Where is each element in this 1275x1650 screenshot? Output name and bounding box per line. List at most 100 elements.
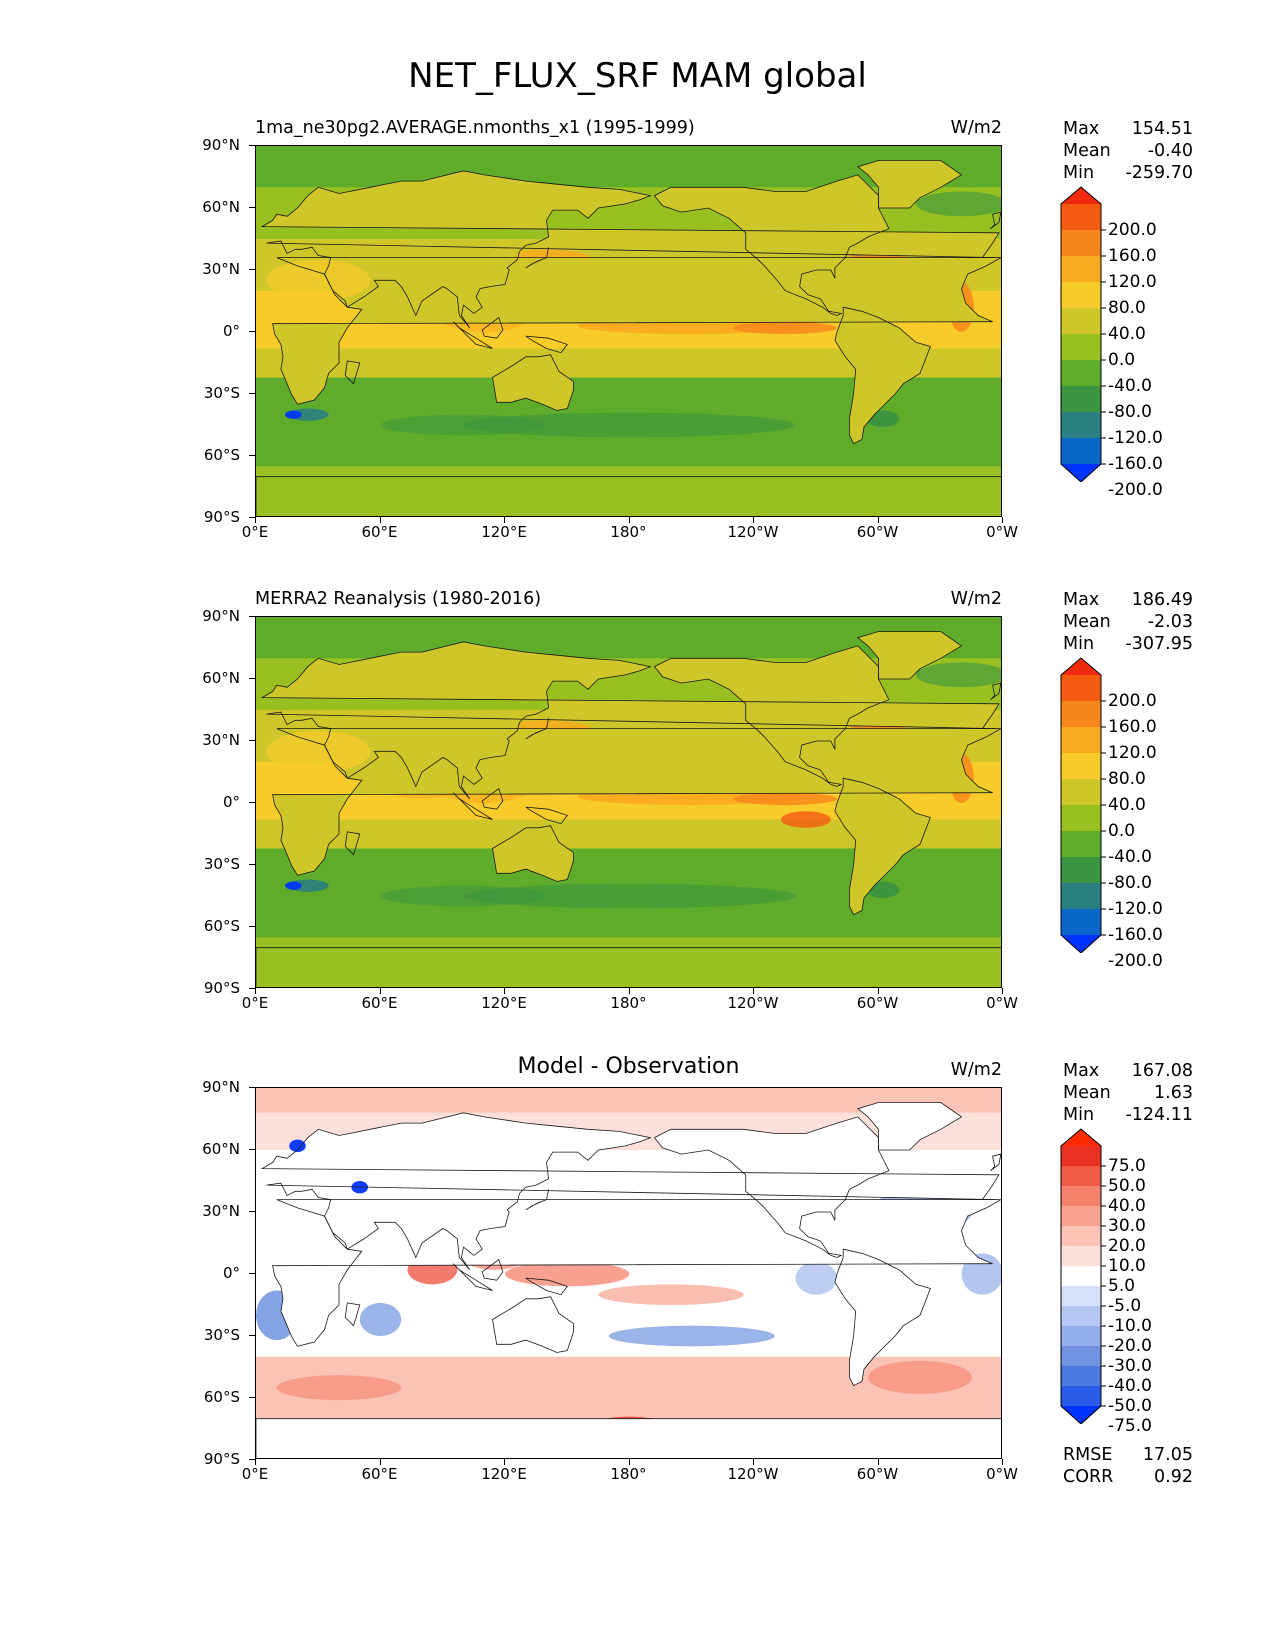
- colorbar-cell: [1061, 727, 1101, 754]
- coastline: [344, 831, 361, 856]
- colorbar-label: 160.0: [1108, 717, 1157, 737]
- colorbar-label: -50.0: [1108, 1396, 1152, 1416]
- x-tick-mark: [379, 988, 381, 994]
- y-tick-mark: [249, 517, 255, 519]
- y-tick-label: 30°S: [203, 855, 240, 873]
- y-tick-label: 90°N: [202, 136, 240, 154]
- colorbar-label: -75.0: [1108, 1416, 1152, 1436]
- x-tick-mark: [504, 517, 506, 523]
- y-tick-mark: [249, 1459, 255, 1461]
- x-tick-mark: [753, 988, 755, 994]
- colorbar-cell: [1061, 438, 1101, 465]
- colorbar-cell: [1061, 1206, 1101, 1227]
- y-tick-label: 90°S: [203, 1450, 240, 1468]
- colorbar-cell: [1061, 1226, 1101, 1247]
- colorbar-label: -80.0: [1108, 402, 1152, 422]
- field-anomaly: [285, 881, 302, 890]
- colorbar-cell: [1061, 1366, 1101, 1387]
- colorbar-label: -40.0: [1108, 376, 1152, 396]
- min-value: -259.70: [1125, 163, 1193, 183]
- colorbar-cell: [1061, 360, 1101, 387]
- x-tick-label: 120°E: [481, 523, 527, 541]
- colorbar-label: -10.0: [1108, 1316, 1152, 1336]
- land-fill: [834, 778, 931, 915]
- coastline: [481, 316, 504, 339]
- error-stats: RMSE 17.05 CORR 0.92: [1063, 1444, 1193, 1488]
- land-fill: [262, 170, 999, 328]
- colorbar-label: 160.0: [1108, 246, 1157, 266]
- units-label: W/m2: [950, 589, 1002, 609]
- x-tick-label: 0°E: [241, 1465, 269, 1483]
- max-value: 167.08: [1131, 1061, 1193, 1081]
- colorbar-label: 10.0: [1108, 1256, 1146, 1276]
- coastline: [525, 247, 549, 269]
- model-map: [255, 145, 1002, 517]
- x-tick-label: 60°W: [856, 1465, 899, 1483]
- colorbar-cell: [1061, 883, 1101, 910]
- field-anomaly: [463, 412, 796, 438]
- x-tick-label: 60°W: [856, 523, 899, 541]
- colorbar: [1060, 186, 1106, 482]
- colorbar-label: 40.0: [1108, 795, 1146, 815]
- land-fill: [834, 307, 931, 444]
- max-value: 154.51: [1131, 119, 1193, 139]
- coastline: [525, 806, 568, 825]
- colorbar-cell: [1061, 1146, 1101, 1167]
- x-tick-label: 0°W: [986, 1465, 1018, 1483]
- coastline: [272, 728, 1001, 876]
- colorbar-label: -120.0: [1108, 899, 1163, 919]
- coastline: [452, 321, 493, 349]
- colorbar-label: -160.0: [1108, 454, 1163, 474]
- colorbar-cell: [1061, 779, 1101, 806]
- coastline: [653, 1116, 890, 1258]
- y-tick-label: 30°S: [203, 384, 240, 402]
- colorbar-cell: [1061, 857, 1101, 884]
- coastline: [344, 1302, 361, 1327]
- panel-title: Model - Observation: [517, 1054, 740, 1079]
- x-tick-mark: [379, 1459, 381, 1465]
- field-anomaly: [868, 1360, 972, 1394]
- land-fill: [272, 728, 1001, 876]
- max-value: 186.49: [1131, 590, 1193, 610]
- colorbar-cell: [1061, 909, 1101, 936]
- colorbar-label: -40.0: [1108, 847, 1152, 867]
- units-label: W/m2: [950, 1060, 1002, 1080]
- min-label: Min: [1063, 1105, 1095, 1125]
- field-anomaly: [598, 1284, 744, 1305]
- field-anomaly: [608, 1325, 775, 1347]
- x-tick-label: 120°W: [727, 994, 779, 1012]
- y-tick-label: 30°N: [202, 1202, 240, 1220]
- colorbar-label: 200.0: [1108, 691, 1157, 711]
- x-tick-label: 60°E: [361, 1465, 398, 1483]
- field-anomaly: [915, 662, 1001, 688]
- x-tick-mark: [379, 517, 381, 523]
- map-canvas: [256, 1088, 1001, 1458]
- x-tick-mark: [753, 517, 755, 523]
- colorbar-label: -80.0: [1108, 873, 1152, 893]
- colorbar-cell: [1061, 701, 1101, 728]
- mean-label: Mean: [1063, 141, 1111, 161]
- x-tick-label: 120°E: [481, 1465, 527, 1483]
- coastline: [834, 306, 931, 445]
- y-tick-label: 30°N: [202, 731, 240, 749]
- corr-label: CORR: [1063, 1467, 1114, 1487]
- x-tick-mark: [1002, 517, 1004, 523]
- land-fill: [272, 1199, 1001, 1347]
- field-anomaly: [505, 1261, 630, 1287]
- x-tick-label: 180°: [610, 994, 647, 1012]
- obs-map: [255, 616, 1002, 988]
- min-label: Min: [1063, 634, 1095, 654]
- x-tick-mark: [255, 988, 257, 994]
- figure-title: NET_FLUX_SRF MAM global: [408, 56, 867, 96]
- y-tick-label: 60°N: [202, 1140, 240, 1158]
- y-tick-label: 90°S: [203, 979, 240, 997]
- colorbar-label: 120.0: [1108, 272, 1157, 292]
- y-tick-label: 90°N: [202, 1078, 240, 1096]
- colorbar-cell: [1061, 1129, 1101, 1146]
- y-tick-label: 90°S: [203, 508, 240, 526]
- coastline: [256, 1418, 1001, 1458]
- coastline: [834, 777, 931, 916]
- mean-label: Mean: [1063, 612, 1111, 632]
- coastline: [272, 1199, 1001, 1347]
- coastline: [834, 1248, 931, 1387]
